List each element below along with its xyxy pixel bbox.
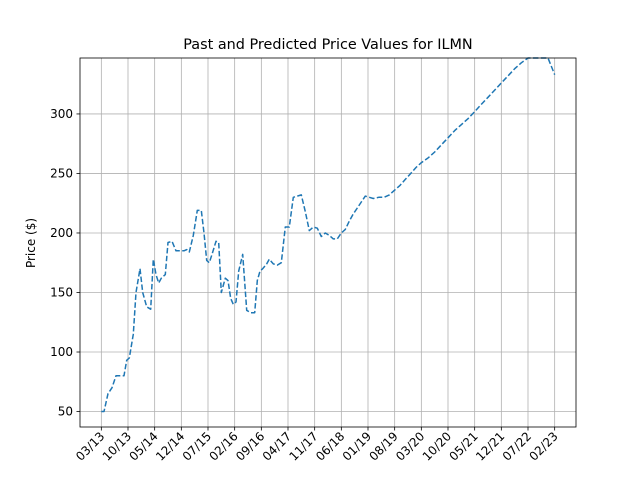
y-tick-label: 50 (58, 405, 73, 419)
y-tick-label: 250 (50, 166, 73, 180)
y-tick-label: 100 (50, 345, 73, 359)
y-axis-title: Price ($) (24, 218, 38, 268)
series-layer (101, 57, 556, 413)
price-series-line (101, 57, 556, 413)
grid (80, 58, 576, 427)
y-tick-label: 200 (50, 226, 73, 240)
plot-frame (79, 57, 577, 428)
y-tick-label: 300 (50, 107, 73, 121)
y-tick-label: 150 (50, 285, 73, 299)
chart-title: Past and Predicted Price Values for ILMN (183, 37, 472, 53)
